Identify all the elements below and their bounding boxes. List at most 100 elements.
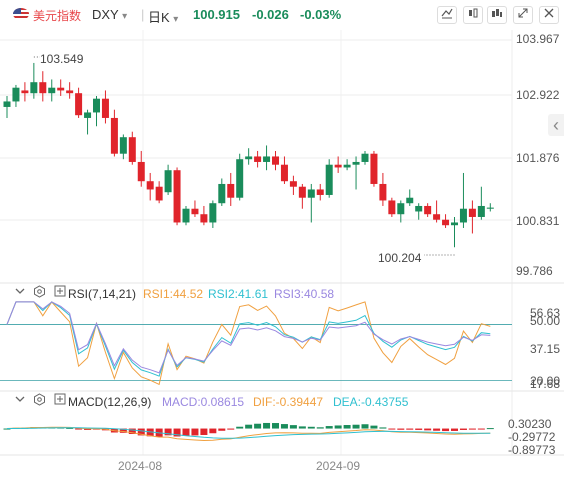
candle-body <box>486 207 494 209</box>
chevron-down-icon: ▾ <box>122 11 128 22</box>
macd-header: MACD(12,26,9) MACD:0.08615 DIF:-0.39447 … <box>0 392 564 412</box>
macd-bar <box>433 428 441 431</box>
candle-body <box>406 197 414 204</box>
candle-body <box>173 170 181 223</box>
price-label: 99.786 <box>516 264 553 278</box>
macd-bar <box>424 428 432 431</box>
candlesticks <box>3 56 494 256</box>
rsi-title: RSI(7,14,21) <box>68 287 137 301</box>
macd-bar <box>343 425 351 429</box>
rsi2-value: RSI2:41.61 <box>208 287 269 301</box>
candle-body <box>415 205 423 212</box>
candle-body <box>316 189 324 195</box>
toolbar-divider: | <box>141 7 145 22</box>
rsi-label: 56.63 <box>530 306 561 320</box>
settings-icon[interactable] <box>33 285 46 301</box>
candle-body <box>477 205 485 217</box>
price-change: -0.026 <box>252 7 289 22</box>
period-selector[interactable]: 日K ▾ <box>148 7 178 26</box>
macd-bar <box>3 428 11 430</box>
macd-bar <box>263 422 271 429</box>
settings-icon[interactable] <box>33 393 46 409</box>
indicator-menu-icon[interactable] <box>54 285 66 300</box>
macd-bar <box>128 428 136 435</box>
macd-bar <box>486 428 494 430</box>
macd-bar <box>316 427 324 429</box>
macd-bar <box>334 425 342 429</box>
candle-body <box>370 153 378 184</box>
indicator-menu-icon[interactable] <box>54 393 66 408</box>
candle-body <box>325 164 333 195</box>
candle-body <box>280 164 288 182</box>
candle-body <box>397 203 405 215</box>
macd-bar <box>468 428 476 430</box>
candle-body <box>182 208 190 223</box>
candle-body <box>307 189 315 198</box>
instrument-name[interactable]: 美元指数 <box>33 9 82 23</box>
candle-body <box>352 161 360 165</box>
macd-label: 0.30230 <box>508 417 552 431</box>
macd-label: -0.29772 <box>508 430 556 444</box>
chart-area[interactable] <box>0 30 564 480</box>
candle-body <box>433 214 441 220</box>
candle-body <box>164 170 172 193</box>
price-label: 101.876 <box>516 151 560 165</box>
candle-body <box>128 137 136 162</box>
expand-icon[interactable] <box>513 6 533 24</box>
candle-body <box>254 156 262 162</box>
candle-body <box>263 156 271 162</box>
symbol-selector[interactable]: DXY ▾ <box>92 7 127 22</box>
toolbar: 美元指数 DXY ▾ | 日K ▾ 100.915 -0.026 -0.03% <box>0 0 564 30</box>
macd-bar <box>200 428 208 435</box>
rsi3-line <box>6 301 491 374</box>
rsi-label: 20.00 <box>530 374 561 388</box>
macd-bar <box>415 428 423 430</box>
rsi-label: 37.15 <box>530 342 561 356</box>
candle-body <box>93 98 100 113</box>
macd-bar <box>370 425 378 429</box>
macd-bar <box>352 424 360 429</box>
x-axis-label: 2024-09 <box>316 459 361 473</box>
candle-body <box>200 214 208 223</box>
candle-body <box>236 159 244 198</box>
rsi1-line <box>6 301 491 386</box>
last-price: 100.915 <box>193 7 240 22</box>
macd-lines <box>6 426 491 442</box>
us-flag-icon <box>13 8 29 20</box>
indicator-icon[interactable] <box>487 6 507 24</box>
macd-bar <box>442 428 450 432</box>
compare-icon[interactable] <box>463 6 483 24</box>
macd-bar <box>280 424 288 429</box>
rsi-lines <box>0 301 512 386</box>
panel-collapse-icon[interactable]: ‹ <box>548 114 564 136</box>
symbol-label: DXY <box>92 7 119 22</box>
candle-body <box>218 183 226 204</box>
candle-body <box>424 205 432 215</box>
candle-body <box>442 219 450 226</box>
price-label: 100.831 <box>516 214 560 228</box>
macd-bar <box>218 428 226 431</box>
macd-bar <box>298 426 306 429</box>
macd-bar <box>227 428 235 430</box>
candle-body <box>379 183 387 201</box>
eye-icon[interactable] <box>14 393 26 408</box>
drawing-tool-icon[interactable] <box>437 6 457 24</box>
candle-body <box>101 98 109 118</box>
rsi-label: 50.00 <box>530 314 561 328</box>
rsi-label: 17.68 <box>530 377 561 391</box>
low-annotation: 100.204 <box>378 251 422 265</box>
rsi1-value: RSI1:44.52 <box>143 287 204 301</box>
close-icon[interactable] <box>539 6 559 24</box>
period-label: 日K <box>148 10 170 25</box>
macd-bar <box>379 427 387 429</box>
candle-body <box>272 156 279 165</box>
macd-bar <box>173 428 181 437</box>
macd-bar <box>406 428 414 430</box>
candle-body <box>12 87 20 102</box>
candle-body <box>75 93 83 116</box>
candle-body <box>39 82 47 94</box>
price-change-percent: -0.03% <box>300 7 342 22</box>
macd-bar <box>75 428 83 430</box>
price-label: 102.922 <box>516 88 560 102</box>
eye-icon[interactable] <box>14 285 26 300</box>
